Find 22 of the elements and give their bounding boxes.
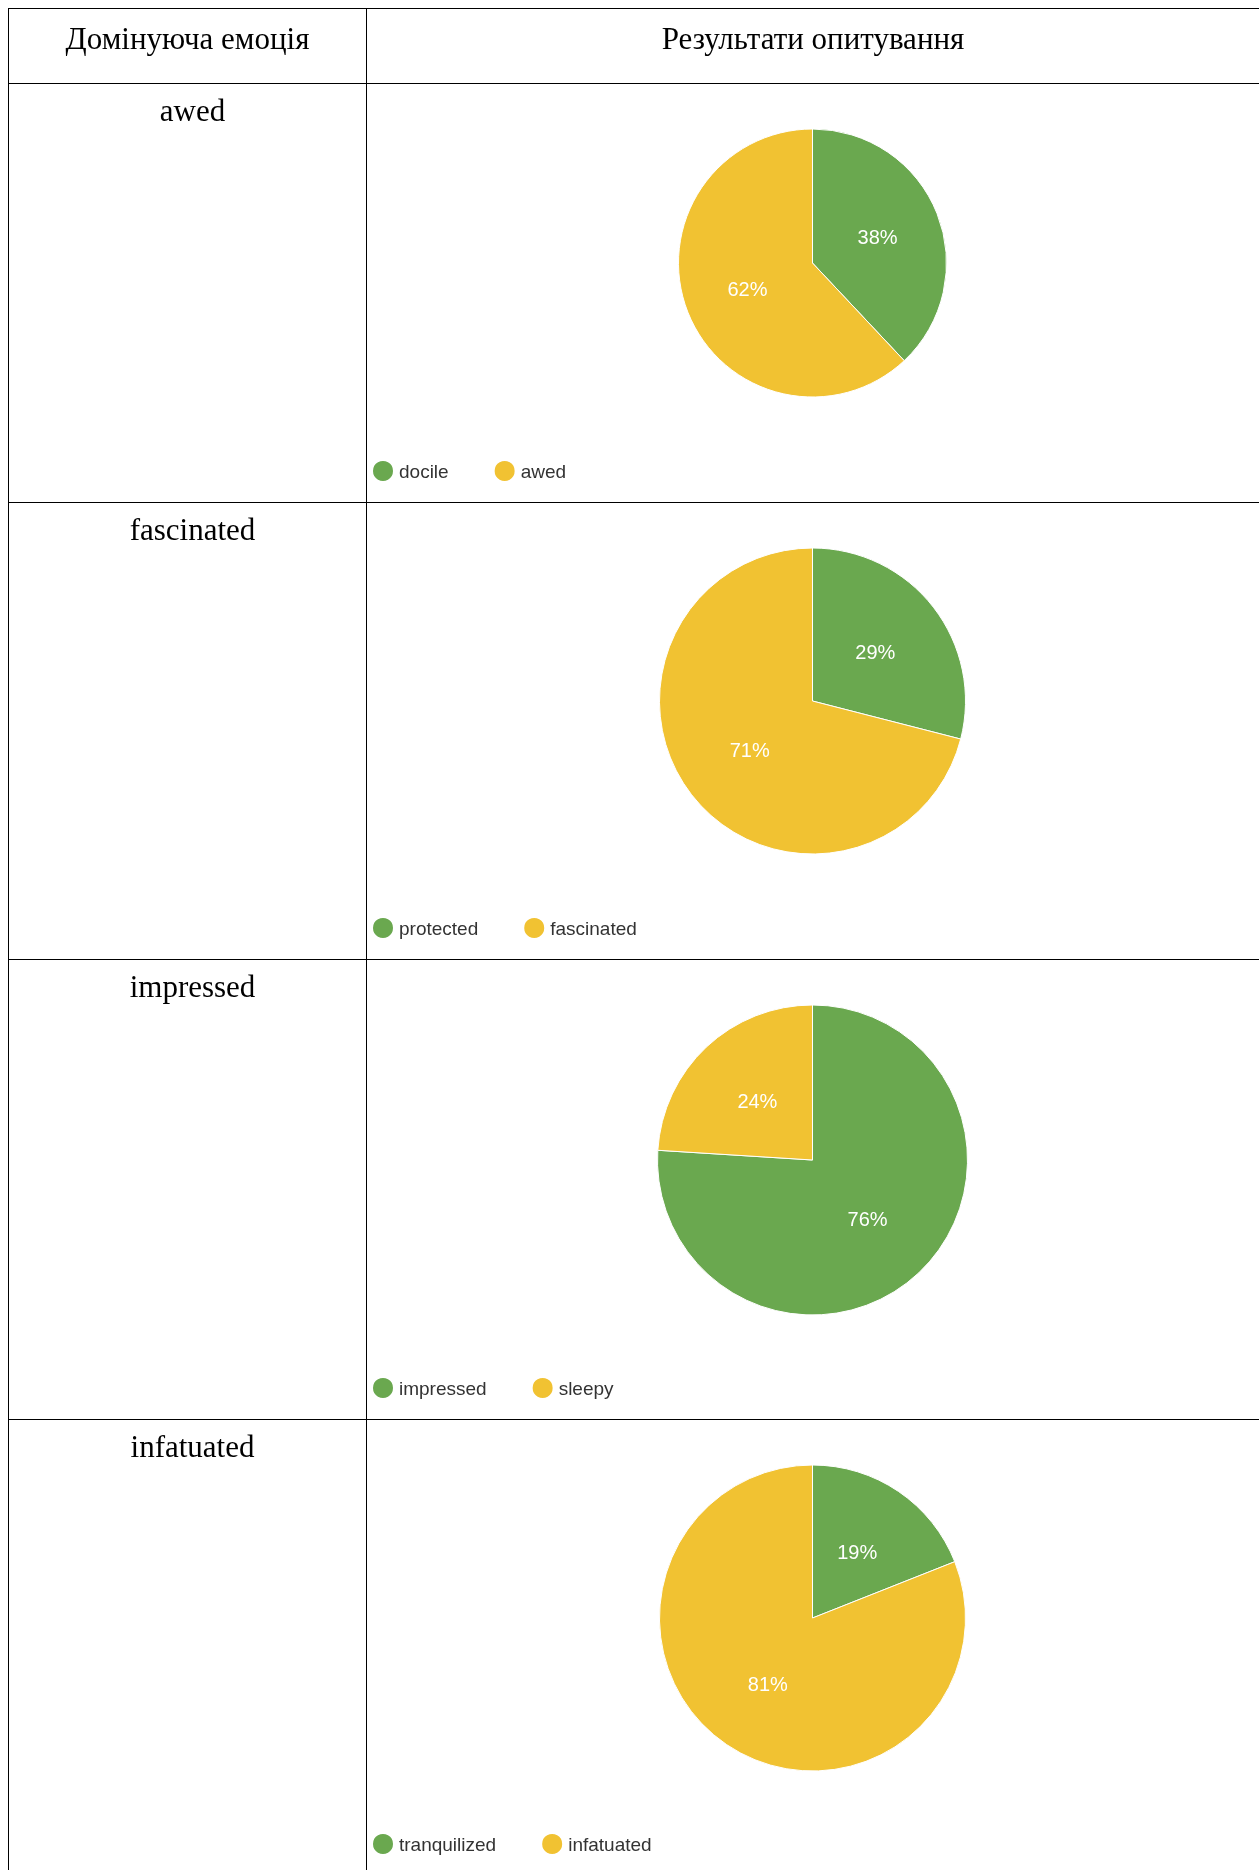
legend-label: protected [399,917,479,939]
data-label: 29% [855,641,896,664]
text: Домінуюча емоція [9,9,367,83]
chart-title: impressed [129,969,256,1004]
data-label: 81% [747,1672,789,1695]
legend-label: infatuated [568,1833,652,1855]
data-label: 62% [727,277,768,300]
chart-title: infatuated [130,1429,255,1464]
legend-label: tranquilized [399,1833,497,1855]
legend-label: fascinated [550,917,637,939]
legend-label: docile [399,460,449,482]
chart-title: awed [159,93,226,128]
legend-label: awed [520,460,567,482]
legend-label: sleepy [558,1377,615,1399]
data-label: 76% [847,1207,888,1230]
chart-title: fascinated [129,512,256,547]
data-label: 19% [837,1541,878,1564]
data-label: 71% [729,738,770,761]
data-label: 38% [857,226,898,249]
data-label: 24% [737,1090,778,1113]
text: Результати опитування [660,20,966,58]
legend-label: impressed [399,1377,487,1399]
